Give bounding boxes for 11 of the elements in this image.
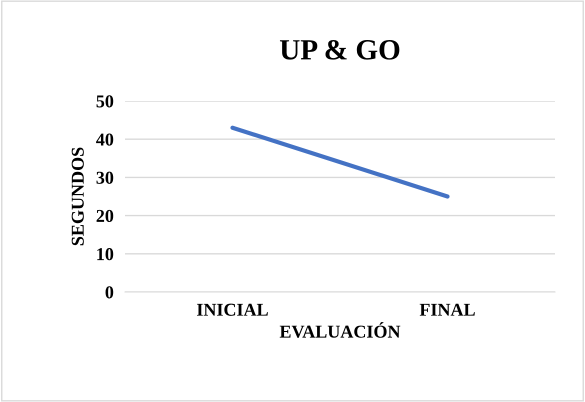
y-tick-label: 0 (106, 286, 114, 298)
y-axis-title: SEGUNDOS (72, 148, 84, 246)
chart-title: UP & GO (280, 40, 400, 60)
y-tick-label: 20 (96, 210, 114, 222)
y-tick-label: 10 (97, 248, 114, 260)
x-axis-title: EVALUACIÓN (280, 322, 400, 338)
x-tick-label: FINAL (420, 304, 475, 316)
y-tick-label: 50 (96, 95, 114, 108)
y-tick-label: 40 (96, 133, 114, 146)
x-tick-label: INICIAL (196, 304, 268, 316)
y-tick-label: 30 (96, 172, 114, 184)
